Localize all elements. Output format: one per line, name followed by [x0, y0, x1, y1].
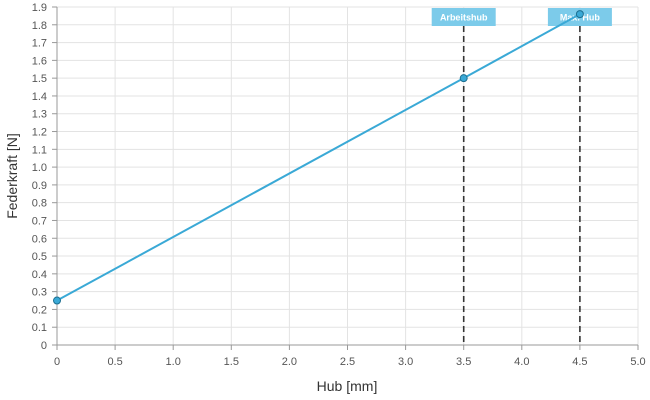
y-tick-label: 0.5 — [32, 251, 47, 263]
y-tick-label: 1.0 — [32, 162, 47, 174]
reference-label: Arbeitshub — [440, 13, 488, 23]
x-tick-label: 0 — [54, 356, 60, 368]
x-tick-label: 5.0 — [630, 356, 645, 368]
axes: 0 0.1 0.2 0.3 0.4 0.5 0.6 0.7 0.8 0.9 1.0 1.1 1.2 1.3… — [32, 2, 646, 368]
y-tick-label: 0.2 — [32, 304, 47, 316]
reference-label-box — [431, 8, 496, 26]
x-tick-label: 4.0 — [514, 356, 529, 368]
y-tick-label: 0.9 — [32, 180, 47, 192]
x-tick-label: 1.5 — [224, 356, 239, 368]
x-tick-label: 0.5 — [107, 356, 122, 368]
y-axis-title: Federkraft [N] — [4, 133, 20, 219]
y-tick-label: 0.1 — [32, 322, 47, 334]
x-tick-label: 4.5 — [572, 356, 587, 368]
y-tick-label: 0.4 — [32, 269, 47, 281]
x-tick-label: 3.0 — [398, 356, 413, 368]
axis-titles: Hub [mm] Federkraft [N] — [4, 133, 377, 394]
x-axis-title: Hub [mm] — [317, 378, 378, 394]
y-tick-label: 1.9 — [32, 2, 47, 14]
y-tick-label: 1.4 — [32, 91, 47, 103]
y-tick-label: 0.3 — [32, 287, 47, 299]
y-tick-label: 0.6 — [32, 233, 47, 245]
y-tick-label: 0 — [41, 340, 47, 352]
data-point — [53, 296, 61, 305]
data-point — [459, 74, 468, 83]
grid — [57, 6, 639, 345]
x-tick-label: 2.0 — [282, 356, 297, 368]
y-tick-label: 1.6 — [32, 55, 47, 67]
x-tick-label: 3.5 — [456, 356, 471, 368]
data-point — [575, 10, 584, 19]
y-tick-label: 0.7 — [32, 215, 47, 227]
y-tick-label: 1.1 — [32, 144, 47, 156]
y-tick-label: 1.7 — [32, 38, 47, 50]
y-tick-label: 1.3 — [32, 109, 47, 121]
data-series — [53, 10, 584, 305]
series-line — [56, 13, 581, 302]
y-tick-label: 1.5 — [32, 73, 47, 85]
y-tick-label: 1.8 — [32, 20, 47, 32]
x-tick-label: 2.5 — [340, 356, 355, 368]
y-tick-label: 1.2 — [32, 127, 47, 139]
y-tick-label: 0.8 — [32, 198, 47, 210]
x-tick-label: 1.0 — [166, 356, 181, 368]
